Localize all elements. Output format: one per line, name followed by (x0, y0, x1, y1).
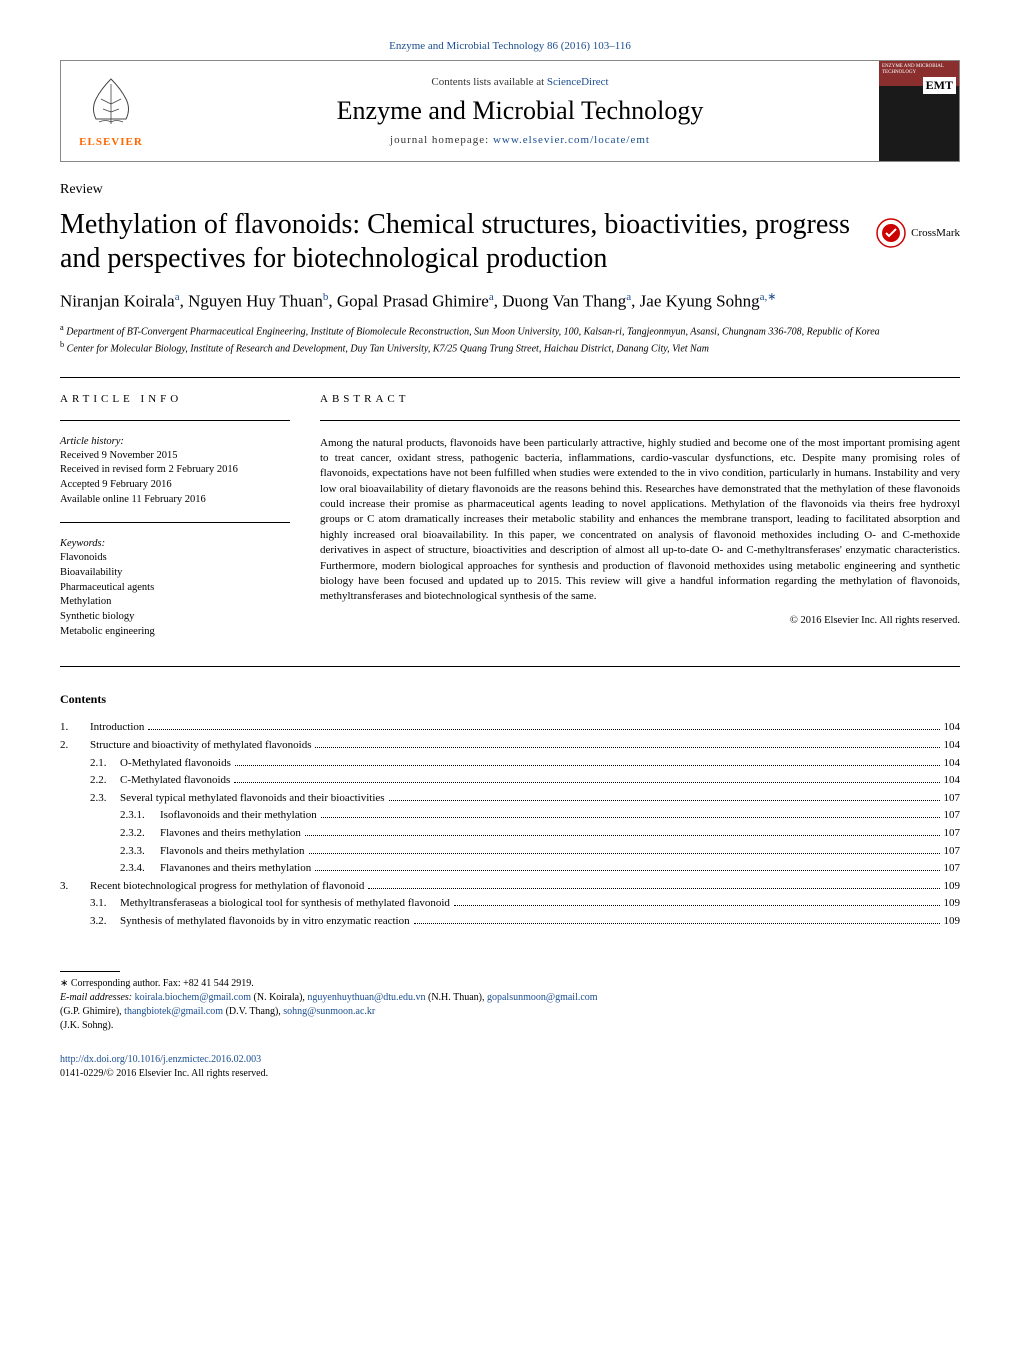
authors: Niranjan Koiralaa, Nguyen Huy Thuanb, Go… (60, 290, 960, 312)
doi-link[interactable]: http://dx.doi.org/10.1016/j.enzmictec.20… (60, 1054, 261, 1065)
doi-block: http://dx.doi.org/10.1016/j.enzmictec.20… (60, 1053, 960, 1081)
elsevier-tree-icon (81, 74, 141, 134)
homepage-link[interactable]: www.elsevier.com/locate/emt (493, 134, 650, 146)
citation-link[interactable]: Enzyme and Microbial Technology 86 (2016… (60, 40, 960, 52)
article-type: Review (60, 182, 960, 198)
keyword: Pharmaceutical agents (60, 581, 290, 596)
info-heading: ARTICLE INFO (60, 393, 290, 405)
article-info: ARTICLE INFO Article history: Received 9… (60, 393, 290, 652)
elsevier-logo: ELSEVIER (61, 61, 161, 161)
abstract-text: Among the natural products, flavonoids h… (320, 436, 960, 605)
toc-item[interactable]: 1.Introduction104 (60, 719, 960, 737)
toc-item[interactable]: 2.3.1.Isoflavonoids and their methylatio… (60, 807, 960, 825)
toc-item[interactable]: 2.Structure and bioactivity of methylate… (60, 737, 960, 755)
keyword: Flavonoids (60, 551, 290, 566)
affiliations: a Department of BT-Convergent Pharmaceut… (60, 322, 960, 357)
toc-item[interactable]: 3.2.Synthesis of methylated flavonoids b… (60, 913, 960, 931)
keyword: Bioavailability (60, 566, 290, 581)
email-link[interactable]: thangbiotek@gmail.com (124, 1006, 223, 1017)
keyword: Synthetic biology (60, 610, 290, 625)
keywords-list: FlavonoidsBioavailabilityPharmaceutical … (60, 551, 290, 639)
toc-item[interactable]: 2.3.3.Flavonols and theirs methylation10… (60, 843, 960, 861)
homepage-line: journal homepage: www.elsevier.com/locat… (171, 134, 869, 146)
email-link[interactable]: koirala.biochem@gmail.com (135, 992, 251, 1003)
sciencedirect-link[interactable]: ScienceDirect (547, 76, 609, 88)
toc-item[interactable]: 2.3.2.Flavones and theirs methylation107 (60, 825, 960, 843)
email-link[interactable]: gopalsunmoon@gmail.com (487, 992, 598, 1003)
toc-item[interactable]: 2.3.Several typical methylated flavonoid… (60, 790, 960, 808)
toc-item[interactable]: 3.Recent biotechnological progress for m… (60, 878, 960, 896)
footer: ∗ Corresponding author. Fax: +82 41 544 … (60, 971, 960, 1081)
abstract: ABSTRACT Among the natural products, fla… (320, 393, 960, 652)
corresponding-author: ∗ Corresponding author. Fax: +82 41 544 … (60, 977, 960, 991)
contents-available: Contents lists available at ScienceDirec… (171, 76, 869, 88)
keyword: Metabolic engineering (60, 625, 290, 640)
email-addresses: E-mail addresses: koirala.biochem@gmail.… (60, 991, 960, 1033)
copyright: © 2016 Elsevier Inc. All rights reserved… (320, 615, 960, 626)
crossmark-icon (876, 218, 906, 248)
abstract-heading: ABSTRACT (320, 393, 960, 405)
crossmark-badge[interactable]: CrossMark (876, 218, 960, 248)
article-title: Methylation of flavonoids: Chemical stru… (60, 208, 856, 275)
elsevier-text: ELSEVIER (79, 136, 143, 148)
email-link[interactable]: nguyenhuythuan@dtu.edu.vn (307, 992, 425, 1003)
toc-item[interactable]: 2.3.4.Flavanones and theirs methylation1… (60, 860, 960, 878)
journal-cover: ENZYME AND MICROBIAL TECHNOLOGY EMT (879, 61, 959, 161)
keyword: Methylation (60, 595, 290, 610)
email-link[interactable]: sohng@sunmoon.ac.kr (283, 1006, 375, 1017)
toc-item[interactable]: 2.1.O-Methylated flavonoids104 (60, 755, 960, 773)
journal-title: Enzyme and Microbial Technology (171, 96, 869, 126)
toc-item[interactable]: 2.2.C-Methylated flavonoids104 (60, 772, 960, 790)
table-of-contents: 1.Introduction1042.Structure and bioacti… (60, 719, 960, 930)
journal-header: ELSEVIER Contents lists available at Sci… (60, 60, 960, 162)
toc-item[interactable]: 3.1.Methyltransferaseas a biological too… (60, 895, 960, 913)
contents-heading: Contents (60, 692, 960, 707)
header-center: Contents lists available at ScienceDirec… (161, 66, 879, 156)
